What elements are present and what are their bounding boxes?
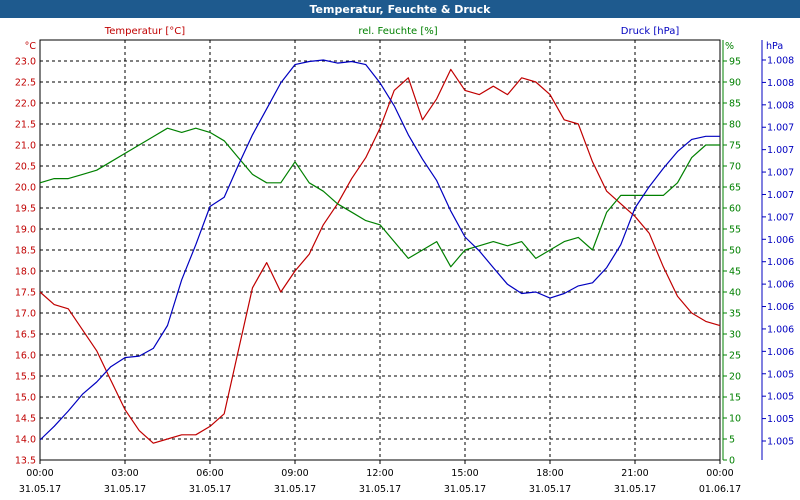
temperature-tick-label: 14.0 (15, 435, 36, 446)
pressure-tick-label: 1.008 (767, 100, 794, 111)
pressure-tick-label: 1.005 (767, 392, 794, 403)
humidity-tick-label: 5 (729, 435, 735, 446)
axis-ticks: 00:00 31.05.17 03:00 31.05.17 06:00 31.05.17 0… (15, 56, 794, 496)
legend-pressure: Druck [hPa] (621, 26, 680, 37)
temperature-tick-label: 20.0 (15, 183, 36, 194)
humidity-tick-label: 35 (729, 309, 741, 320)
x-tick-time: 12:00 (366, 468, 393, 479)
temperature-tick-label: 18.5 (15, 246, 36, 257)
humidity-tick-label: 0 (729, 456, 735, 467)
x-tick-date: 31.05.17 (614, 484, 656, 495)
pressure-tick-label: 1.006 (767, 257, 794, 268)
humidity-tick-label: 75 (729, 141, 741, 152)
temperature-tick-label: 19.5 (15, 204, 36, 215)
humidity-tick-label: 70 (729, 162, 741, 173)
temperature-tick-label: 22.5 (15, 78, 36, 89)
temperature-line (39, 68, 721, 444)
x-tick-date: 31.05.17 (444, 484, 486, 495)
humidity-unit-label: % (725, 41, 734, 52)
pressure-tick-label: 1.006 (767, 280, 794, 291)
humidity-tick-label: 90 (729, 78, 741, 89)
x-tick-date: 31.05.17 (359, 484, 401, 495)
humidity-tick-label: 85 (729, 99, 741, 110)
temperature-tick-label: 23.0 (15, 57, 36, 68)
humidity-tick-label: 55 (729, 225, 741, 236)
humidity-tick-label: 50 (729, 246, 741, 257)
temperature-tick-label: 14.5 (15, 414, 36, 425)
pressure-tick-label: 1.007 (767, 212, 794, 223)
humidity-tick-label: 25 (729, 351, 741, 362)
x-tick-time: 21:00 (621, 468, 648, 479)
x-tick-date: 31.05.17 (104, 484, 146, 495)
temperature-tick-label: 15.5 (15, 372, 36, 383)
x-tick-time: 09:00 (281, 468, 308, 479)
x-tick-time: 18:00 (536, 468, 563, 479)
temperature-tick-label: 22.0 (15, 99, 36, 110)
humidity-tick-label: 30 (729, 330, 741, 341)
legend-humidity: rel. Feuchte [%] (358, 26, 437, 37)
humidity-tick-label: 20 (729, 372, 741, 383)
temperature-tick-label: 21.0 (15, 141, 36, 152)
humidity-tick-label: 95 (729, 57, 741, 68)
temperature-tick-label: 16.5 (15, 330, 36, 341)
temperature-tick-label: 20.5 (15, 162, 36, 173)
x-tick-time: 00:00 (706, 468, 733, 479)
humidity-tick-label: 60 (729, 204, 741, 215)
pressure-tick-label: 1.006 (767, 347, 794, 358)
series-lines (39, 59, 721, 444)
humidity-tick-label: 40 (729, 288, 741, 299)
temperature-tick-label: 19.0 (15, 225, 36, 236)
x-tick-date: 01.06.17 (699, 484, 741, 495)
x-tick-date: 31.05.17 (529, 484, 571, 495)
humidity-line (39, 127, 720, 268)
temperature-tick-label: 21.5 (15, 120, 36, 131)
x-tick-time: 06:00 (196, 468, 223, 479)
x-tick-time: 15:00 (451, 468, 478, 479)
pressure-tick-label: 1.008 (767, 56, 794, 67)
temperature-tick-label: 17.5 (15, 288, 36, 299)
pressure-tick-label: 1.005 (767, 369, 794, 380)
x-tick-date: 31.05.17 (19, 484, 61, 495)
pressure-tick-label: 1.006 (767, 324, 794, 335)
pressure-tick-label: 1.008 (767, 78, 794, 89)
temperature-unit-label: °C (25, 41, 37, 52)
pressure-tick-label: 1.006 (767, 235, 794, 246)
title-bar (0, 0, 800, 18)
temperature-tick-label: 15.0 (15, 393, 36, 404)
temperature-tick-label: 18.0 (15, 267, 36, 278)
x-tick-date: 31.05.17 (189, 484, 231, 495)
temperature-tick-label: 16.0 (15, 351, 36, 362)
humidity-tick-label: 65 (729, 183, 741, 194)
pressure-tick-label: 1.007 (767, 145, 794, 156)
pressure-tick-label: 1.005 (767, 414, 794, 425)
temperature-tick-label: 13.5 (15, 456, 36, 467)
x-tick-time: 00:00 (26, 468, 53, 479)
window-title: Temperatur, Feuchte & Druck (310, 3, 492, 16)
humidity-tick-label: 45 (729, 267, 741, 278)
pressure-unit-label: hPa (766, 41, 783, 52)
pressure-line (39, 59, 720, 441)
temperature-tick-label: 17.0 (15, 309, 36, 320)
humidity-tick-label: 80 (729, 120, 741, 131)
legend-temperature: Temperatur [°C] (104, 26, 185, 37)
pressure-tick-label: 1.005 (767, 437, 794, 448)
x-tick-date: 31.05.17 (274, 484, 316, 495)
pressure-tick-label: 1.007 (767, 123, 794, 134)
x-tick-time: 03:00 (111, 468, 138, 479)
pressure-tick-label: 1.007 (767, 168, 794, 179)
humidity-tick-label: 10 (729, 414, 741, 425)
pressure-tick-label: 1.006 (767, 302, 794, 313)
pressure-tick-label: 1.007 (767, 190, 794, 201)
humidity-tick-label: 15 (729, 393, 741, 404)
